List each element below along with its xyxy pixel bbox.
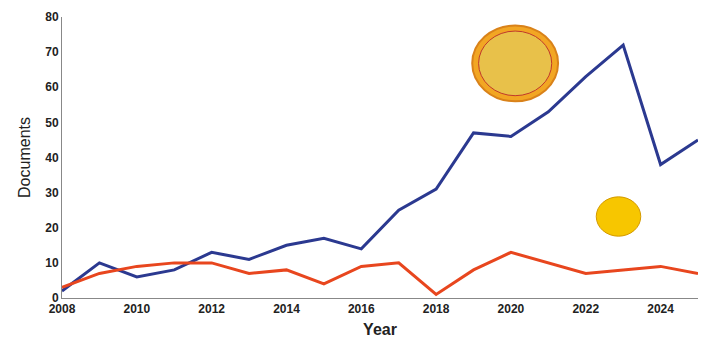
svg-text:2008: 2008 <box>49 302 76 316</box>
svg-text:2020: 2020 <box>498 302 525 316</box>
svg-text:10: 10 <box>45 256 59 270</box>
svg-text:2022: 2022 <box>572 302 599 316</box>
svg-text:40: 40 <box>45 151 59 165</box>
svg-text:2014: 2014 <box>273 302 300 316</box>
svg-text:80: 80 <box>45 10 59 24</box>
svg-text:2016: 2016 <box>348 302 375 316</box>
svg-text:Documents: Documents <box>16 117 33 198</box>
svg-text:70: 70 <box>45 45 59 59</box>
svg-text:2024: 2024 <box>647 302 674 316</box>
svg-text:Year: Year <box>363 321 397 338</box>
svg-text:20: 20 <box>45 221 59 235</box>
svg-text:2012: 2012 <box>198 302 225 316</box>
svg-text:50: 50 <box>45 116 59 130</box>
svg-text:2018: 2018 <box>423 302 450 316</box>
svg-text:0: 0 <box>52 291 59 305</box>
svg-text:30: 30 <box>45 186 59 200</box>
svg-text:2010: 2010 <box>123 302 150 316</box>
svg-text:60: 60 <box>45 80 59 94</box>
